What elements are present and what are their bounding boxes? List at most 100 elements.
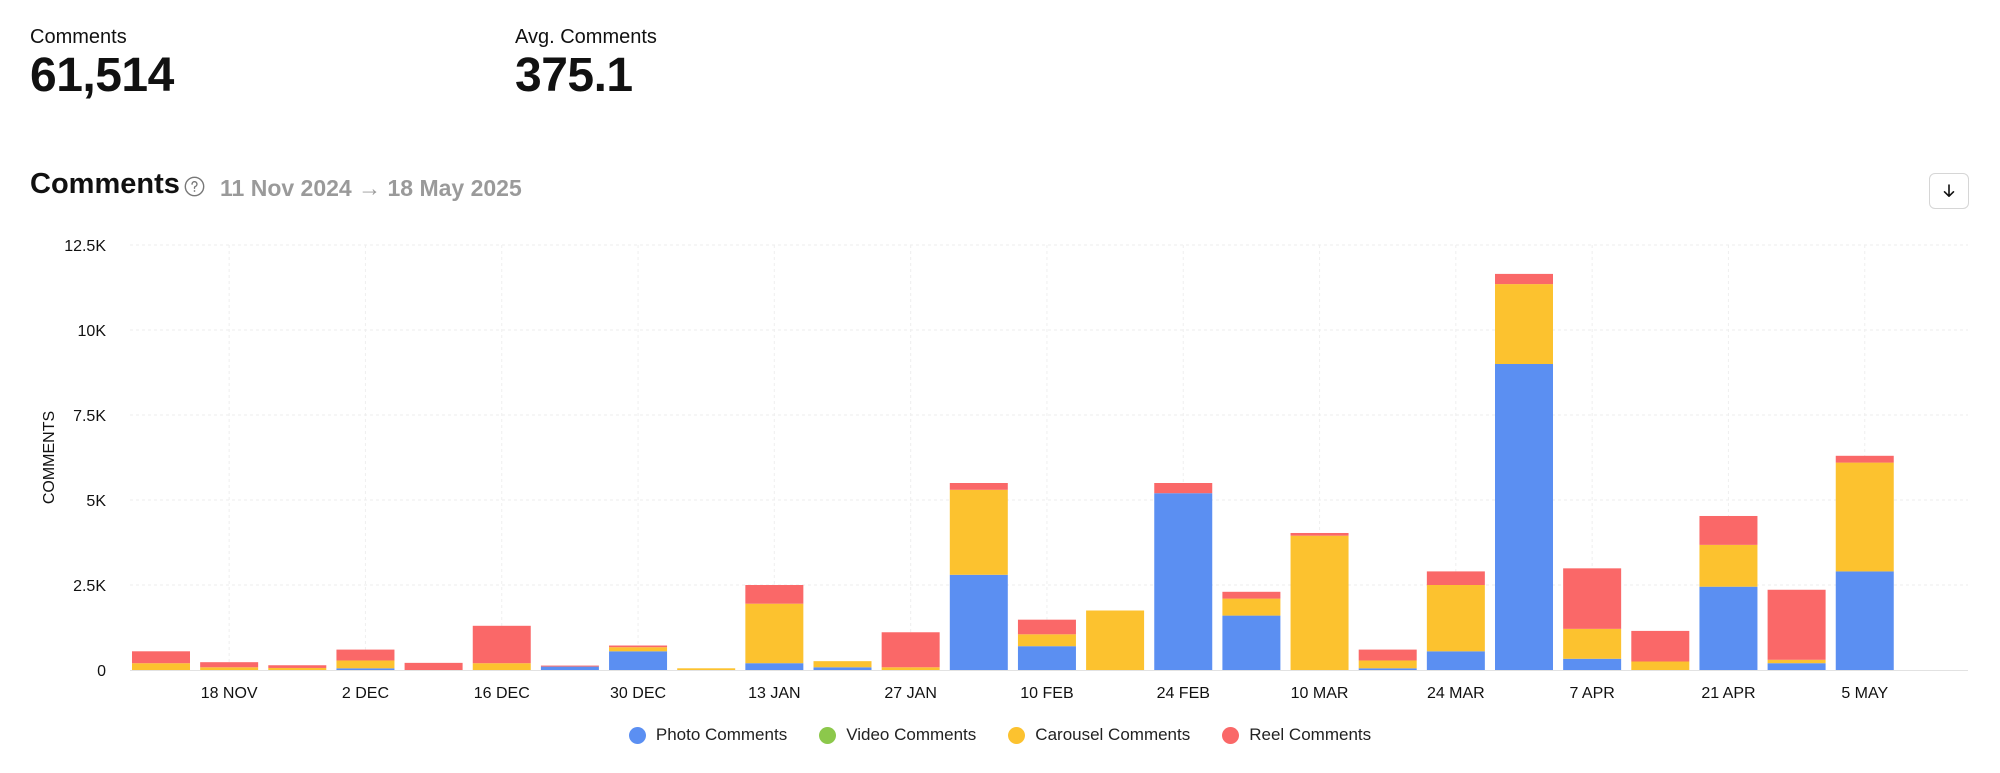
stat-avg-comments: Avg. Comments 375.1 (515, 26, 657, 101)
bar-segment-photo-comments[interactable] (1835, 571, 1894, 670)
y-tick-label: 0 (97, 663, 106, 680)
legend-item[interactable]: Photo Comments (628, 725, 788, 745)
stat-label: Avg. Comments (515, 26, 657, 48)
x-tick-label: 5 MAY (1841, 685, 1888, 702)
bar-segment-reel-comments[interactable] (1835, 455, 1894, 463)
bar-segment-carousel-comments[interactable] (200, 667, 259, 670)
bar-segment-photo-comments[interactable] (336, 668, 395, 670)
bar-segment-reel-comments[interactable] (1426, 571, 1485, 585)
bar-segment-photo-comments[interactable] (1222, 615, 1281, 670)
bar-segment-carousel-comments[interactable] (1495, 284, 1553, 364)
bar-segment-reel-comments[interactable] (404, 662, 463, 670)
x-tick-label: 2 DEC (342, 685, 389, 702)
stat-value: 61,514 (30, 49, 174, 102)
legend-item[interactable]: Carousel Comments (1008, 725, 1190, 745)
bar-segment-photo-comments[interactable] (1154, 493, 1213, 670)
bar-segment-carousel-comments[interactable] (609, 647, 668, 652)
bar-segment-carousel-comments[interactable] (881, 667, 940, 670)
bar-segment-photo-comments[interactable] (813, 667, 872, 670)
legend-label: Carousel Comments (1035, 725, 1191, 744)
bar-segment-reel-comments[interactable] (1495, 273, 1553, 285)
bar-segment-photo-comments[interactable] (1563, 658, 1622, 670)
x-tick-label: 30 DEC (610, 685, 666, 702)
bar-segment-carousel-comments[interactable] (1358, 660, 1417, 669)
bar-segment-photo-comments[interactable] (949, 574, 1008, 670)
bar-segment-reel-comments[interactable] (268, 665, 327, 668)
x-tick-label: 24 MAR (1427, 685, 1485, 702)
bar-segment-reel-comments[interactable] (1358, 649, 1417, 661)
bar-segment-carousel-comments[interactable] (1835, 462, 1894, 572)
comments-chart: 0 2.5K 5K 7.5K 10K 12.5K 18 NOV 2 DEC 16 DEC 30 D… (41, 238, 1968, 702)
bar-segment-photo-comments[interactable] (1426, 651, 1485, 670)
bar-segment-carousel-comments[interactable] (813, 661, 872, 668)
legend-dot (628, 726, 646, 744)
bar-segment-reel-comments[interactable] (1631, 630, 1690, 662)
bar-segment-reel-comments[interactable] (1699, 515, 1758, 545)
bar-segment-reel-comments[interactable] (609, 645, 668, 648)
bar-segment-reel-comments[interactable] (200, 662, 259, 668)
bar-segment-photo-comments[interactable] (1358, 668, 1417, 670)
bar-segment-reel-comments[interactable] (1154, 483, 1213, 494)
bar-segment-carousel-comments[interactable] (336, 660, 395, 669)
legend-dot (1222, 726, 1240, 744)
bar-segment-reel-comments[interactable] (1563, 568, 1622, 629)
bar-segment-carousel-comments[interactable] (677, 668, 736, 670)
bar-segment-photo-comments[interactable] (1699, 586, 1758, 670)
x-tick-label: 10 MAR (1291, 685, 1349, 702)
bar-segment-photo-comments[interactable] (745, 663, 804, 670)
bar-segment-reel-comments[interactable] (1290, 532, 1349, 536)
bar-segment-carousel-comments[interactable] (1699, 544, 1758, 587)
stat-comments: Comments 61,514 (30, 26, 174, 101)
chart-legend: Photo Comments Video Comments Carousel Com… (0, 725, 2000, 745)
bar-segment-reel-comments[interactable] (745, 585, 804, 604)
y-tick-label: 7.5K (73, 408, 106, 425)
bar-segment-reel-comments[interactable] (472, 625, 531, 664)
x-tick-label: 24 FEB (1157, 685, 1210, 702)
section-title: Comments (30, 168, 180, 200)
legend-item[interactable]: Video Comments (819, 725, 976, 745)
bar-segment-reel-comments[interactable] (881, 632, 940, 668)
bar-segment-carousel-comments[interactable] (1017, 634, 1076, 647)
bar-segment-photo-comments[interactable] (1767, 663, 1826, 670)
bar-segment-reel-comments[interactable] (1017, 619, 1076, 635)
legend-label: Video Comments (846, 725, 977, 744)
x-tick-label: 16 DEC (474, 685, 530, 702)
bar-segment-reel-comments[interactable] (540, 665, 599, 667)
y-axis-label: COMMENTS (41, 411, 58, 504)
bar-segment-carousel-comments[interactable] (268, 667, 327, 670)
stat-label: Comments (30, 26, 127, 48)
x-tick-label: 18 NOV (201, 685, 258, 702)
y-tick-label: 2.5K (73, 578, 106, 595)
bar-segment-carousel-comments[interactable] (745, 603, 804, 664)
bar-segment-reel-comments[interactable] (336, 649, 395, 661)
bar-segment-reel-comments[interactable] (1767, 589, 1826, 660)
bar-segment-carousel-comments[interactable] (949, 489, 1008, 575)
bar-segment-carousel-comments[interactable] (1426, 585, 1485, 652)
legend-label: Reel Comments (1249, 725, 1372, 744)
stat-value: 375.1 (515, 49, 633, 102)
bar-segment-carousel-comments[interactable] (472, 663, 531, 670)
bar-segment-photo-comments[interactable] (1495, 364, 1553, 670)
bar-segment-photo-comments[interactable] (540, 666, 599, 670)
y-tick-label: 12.5K (64, 238, 106, 255)
y-tick-label: 10K (78, 323, 107, 340)
bar-segment-reel-comments[interactable] (132, 651, 190, 664)
legend-dot (819, 726, 837, 744)
bar-segment-carousel-comments[interactable] (1563, 628, 1622, 659)
bar-segment-carousel-comments[interactable] (1631, 661, 1690, 671)
x-tick-label: 10 FEB (1020, 685, 1073, 702)
bar-segment-photo-comments[interactable] (609, 651, 668, 670)
x-tick-label: 7 APR (1569, 685, 1614, 702)
bar-segment-carousel-comments[interactable] (1222, 598, 1281, 616)
legend-label: Photo Comments (655, 725, 788, 744)
bar-segment-reel-comments[interactable] (949, 483, 1008, 490)
bar-segment-carousel-comments[interactable] (1290, 535, 1349, 670)
bar-segment-carousel-comments[interactable] (132, 663, 190, 670)
bar-segment-carousel-comments[interactable] (1086, 610, 1145, 671)
download-button[interactable] (1929, 173, 1969, 209)
question-circle-icon[interactable] (184, 176, 205, 197)
bar-segment-reel-comments[interactable] (1222, 591, 1281, 599)
bar-segment-photo-comments[interactable] (1017, 646, 1076, 670)
bar-segment-carousel-comments[interactable] (1767, 659, 1826, 664)
legend-item[interactable]: Reel Comments (1222, 725, 1371, 745)
